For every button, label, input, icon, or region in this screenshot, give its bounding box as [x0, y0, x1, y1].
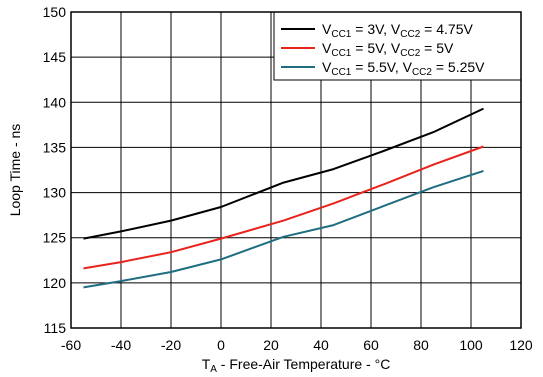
x-tick-label: 40 [313, 337, 329, 353]
plot-frame [70, 11, 522, 329]
x-tick-label: 0 [217, 337, 225, 353]
x-tick-label: 100 [459, 337, 483, 353]
x-tick-label: 60 [363, 337, 379, 353]
series-line-2 [83, 145, 484, 270]
y-tick-label: 135 [43, 139, 67, 155]
x-tick-label: -20 [161, 337, 181, 353]
x-tick-label: -60 [61, 337, 81, 353]
series-layer [83, 107, 484, 289]
x-tick-label: 120 [509, 337, 533, 353]
series-line-1 [83, 107, 484, 240]
y-tick-label: 120 [43, 275, 67, 291]
y-axis-title: Loop Time - ns [7, 124, 23, 217]
y-tick-label: 130 [43, 185, 67, 201]
x-tick-label: -40 [111, 337, 131, 353]
x-tick-label: 20 [263, 337, 279, 353]
tick-labels: -60 -40 -20 0 20 40 60 80 100 120 115 120 125 130 135 1… [43, 4, 533, 353]
series-line-3 [83, 169, 484, 289]
y-tick-label: 125 [43, 230, 67, 246]
y-tick-label: 145 [43, 49, 67, 65]
x-axis-title: TA - Free-Air Temperature - °C [202, 356, 391, 375]
legend-label-2: VCC1 = 5V, VCC2 = 5V [322, 40, 454, 59]
x-tick-label: 80 [413, 337, 429, 353]
y-tick-label: 150 [43, 4, 67, 20]
plot-border [70, 11, 522, 329]
y-tick-label: 140 [43, 94, 67, 110]
axis-titles: TA - Free-Air Temperature - °C Loop Time … [7, 124, 390, 375]
legend-label-1: VCC1 = 3V, VCC2 = 4.75V [322, 21, 474, 40]
legend-label-3: VCC1 = 5.5V, VCC2 = 5.25V [322, 59, 485, 78]
y-tick-label: 115 [44, 320, 67, 336]
